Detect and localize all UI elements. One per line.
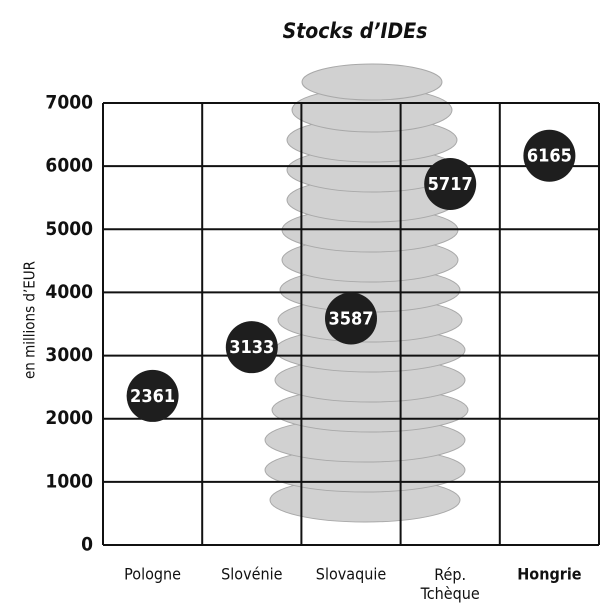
dot bbox=[225, 321, 278, 374]
y-tick-label: 6000 bbox=[45, 155, 93, 177]
data-label: 3133 bbox=[229, 337, 274, 358]
y-tick-label: 1000 bbox=[45, 470, 93, 492]
dot bbox=[424, 158, 477, 211]
data-label: 3587 bbox=[328, 309, 373, 330]
x-tick-label-line: Tchèque bbox=[420, 584, 480, 603]
x-tick-label: Pologne bbox=[124, 565, 181, 584]
coin-stack-illustration bbox=[264, 63, 469, 523]
data-label: 6165 bbox=[527, 146, 572, 167]
x-tick-label: Slovénie bbox=[221, 565, 282, 584]
y-tick-label: 2000 bbox=[45, 407, 93, 429]
dot bbox=[325, 292, 377, 345]
y-tick-label: 3000 bbox=[45, 344, 93, 366]
y-tick-label: 4000 bbox=[45, 281, 93, 303]
x-tick-label-line: Rép. bbox=[434, 565, 466, 584]
x-tick-label: Slovaquie bbox=[316, 565, 387, 584]
y-axis-label: en millions d’EUR bbox=[21, 261, 39, 379]
y-tick-label: 0 bbox=[81, 534, 93, 556]
x-tick-label: Rép. Tchèque bbox=[420, 565, 480, 603]
dot bbox=[126, 369, 179, 422]
data-label: 2361 bbox=[130, 386, 175, 407]
x-tick-label: Hongrie bbox=[517, 565, 582, 584]
chart-title: Stocks d’IDEs bbox=[283, 19, 428, 43]
dot bbox=[523, 129, 576, 182]
y-tick-label: 7000 bbox=[45, 92, 93, 114]
y-tick-label: 5000 bbox=[45, 218, 93, 240]
data-label: 5717 bbox=[428, 174, 473, 195]
